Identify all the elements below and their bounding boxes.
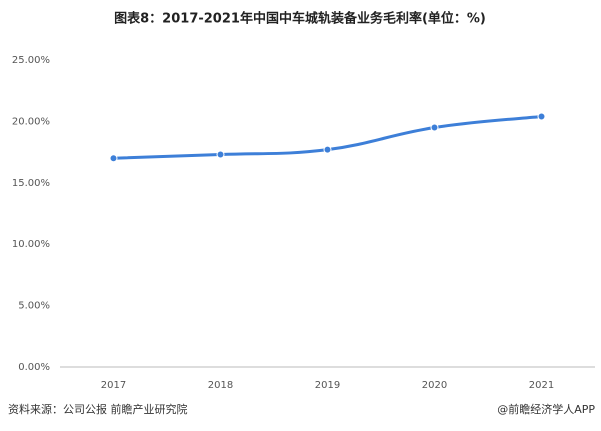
data-point bbox=[323, 145, 332, 154]
x-tick-label: 2017 bbox=[101, 380, 126, 391]
data-point bbox=[109, 154, 118, 163]
chart-title: 图表8：2017-2021年中国中车城轨装备业务毛利率(单位：%) bbox=[114, 11, 486, 27]
y-tick-label: 15.00% bbox=[12, 178, 50, 189]
x-tick-label: 2018 bbox=[208, 380, 233, 391]
x-tick-label: 2019 bbox=[315, 380, 340, 391]
x-tick-label: 2020 bbox=[422, 380, 447, 391]
y-tick-label: 5.00% bbox=[18, 301, 50, 312]
y-tick-label: 25.00% bbox=[12, 55, 50, 66]
data-point bbox=[537, 112, 546, 121]
y-tick-label: 0.00% bbox=[18, 362, 50, 373]
y-tick-label: 20.00% bbox=[12, 116, 50, 127]
credit: @前瞻经济学人APP bbox=[497, 402, 595, 416]
data-point bbox=[216, 150, 225, 159]
data-point bbox=[430, 123, 439, 132]
x-tick-label: 2021 bbox=[529, 380, 554, 391]
y-tick-label: 10.00% bbox=[12, 239, 50, 250]
source-note: 资料来源：公司公报 前瞻产业研究院 bbox=[8, 402, 188, 416]
